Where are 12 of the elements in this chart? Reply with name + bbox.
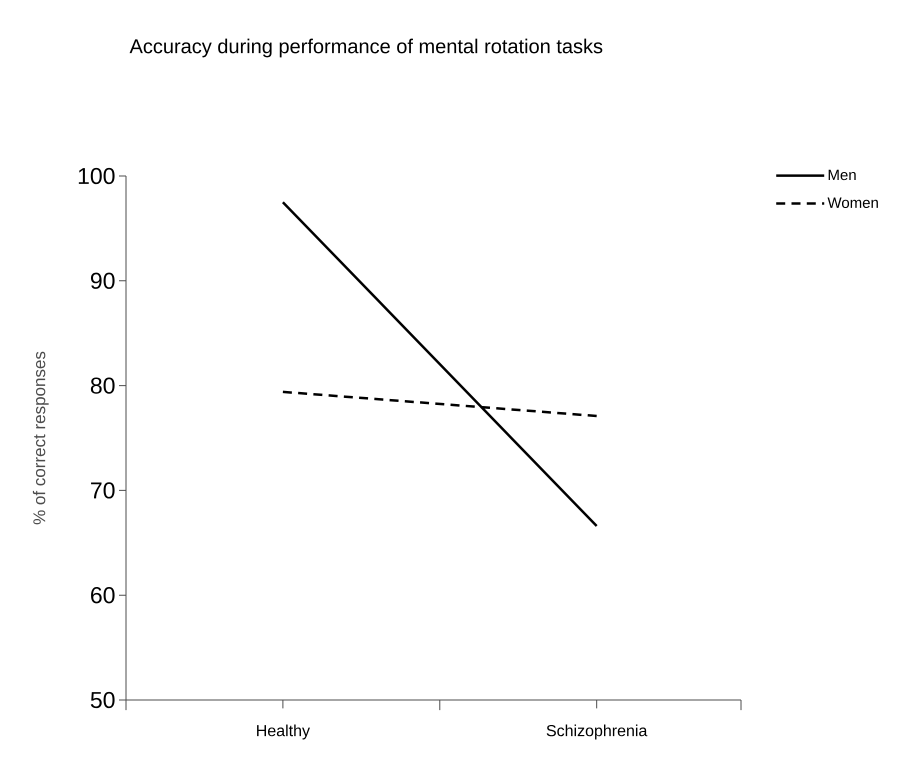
y-tick-label: 80 <box>90 377 115 394</box>
x-tick-label: Schizophrenia <box>546 724 648 740</box>
y-tick-label: 60 <box>91 587 115 604</box>
y-tick-label: 50 <box>90 692 115 708</box>
y-axis-title: % of correct responses <box>32 352 49 524</box>
y-tick-label: 100 <box>78 168 115 184</box>
y-tick-label: 90 <box>90 272 115 289</box>
legend-label: Women <box>828 198 878 208</box>
x-tick-label: Healthy <box>257 724 310 740</box>
chart-title: Accuracy during performance of mental rotation tasks <box>130 38 602 58</box>
legend-label: Men <box>828 170 856 180</box>
y-tick-label: 70 <box>91 482 115 499</box>
